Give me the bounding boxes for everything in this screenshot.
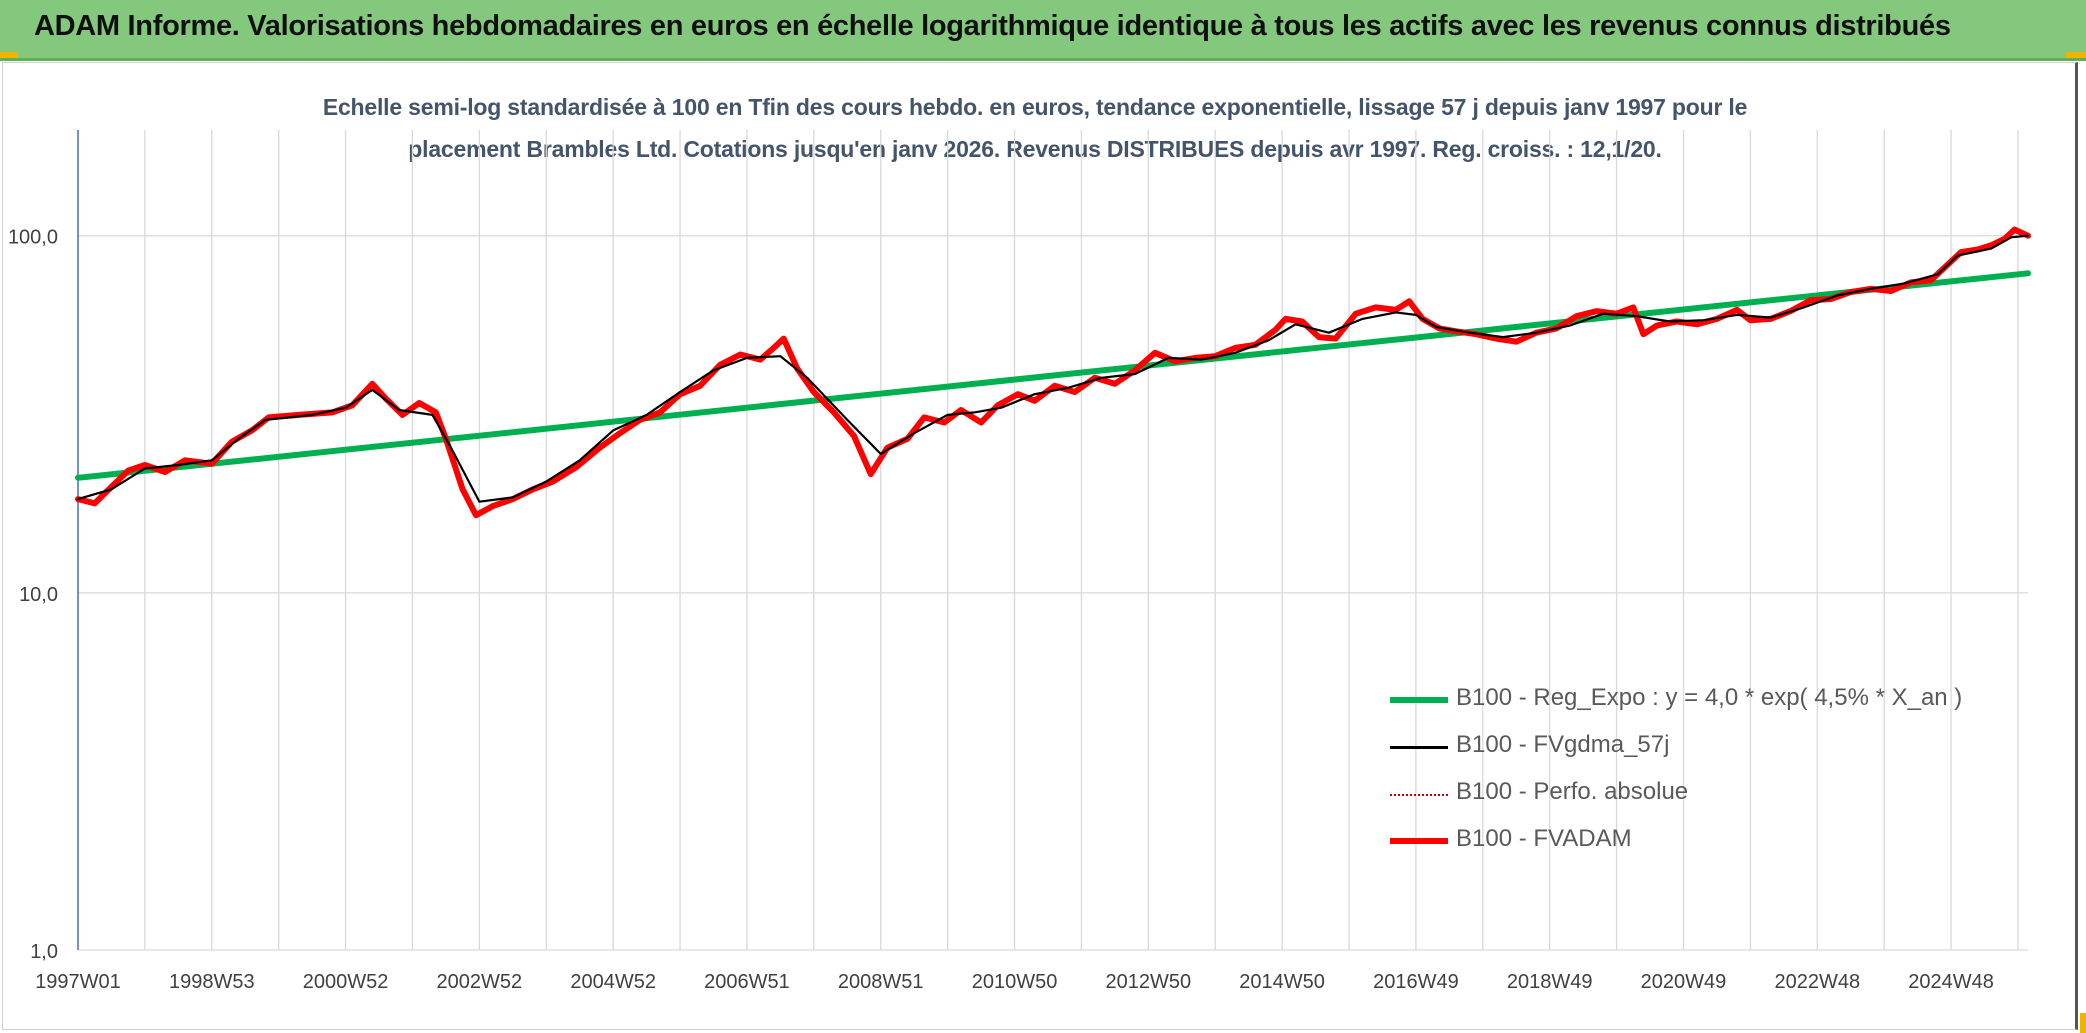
corner-mark-bottom-right — [2080, 1013, 2086, 1033]
x-tick-label: 2004W52 — [570, 971, 656, 993]
x-tick-label: 2012W50 — [1106, 971, 1192, 993]
x-tick-label: 2018W49 — [1507, 971, 1593, 993]
series-fvadam-line — [75, 226, 2031, 519]
y-tick-label: 1,0 — [30, 941, 58, 963]
y-tick-label: 100,0 — [8, 227, 58, 249]
x-tick-label: 2002W52 — [437, 971, 523, 993]
legend-label-trend: B100 - Reg_Expo : y = 4,0 * exp( 4,5% * … — [1456, 684, 1963, 711]
legend-swatch-smoothed — [1390, 746, 1448, 749]
legend-swatch-absolute — [1390, 794, 1448, 796]
x-tick-label: 2000W52 — [303, 971, 389, 993]
x-tick-label: 2016W49 — [1373, 971, 1459, 993]
x-tick-label: 1998W53 — [169, 971, 255, 993]
banner-title: ADAM Informe. Valorisations hebdomadaire… — [34, 10, 1951, 42]
x-tick-label: 2008W51 — [838, 971, 924, 993]
x-tick-label: 2022W48 — [1774, 971, 1860, 993]
corner-mark-top-right — [2066, 52, 2086, 58]
corner-mark-top-left — [0, 52, 18, 58]
legend-label-smoothed: B100 - FVgdma_57j — [1456, 731, 1670, 758]
x-tick-label: 2020W49 — [1641, 971, 1727, 993]
chart-title: Echelle semi-log standardisée à 100 en T… — [160, 86, 1910, 170]
series-trend-line — [75, 270, 2031, 481]
series-absolute-line — [77, 228, 2029, 517]
legend-swatch-fvadam — [1390, 838, 1448, 844]
chart-title-line-1: Echelle semi-log standardisée à 100 en T… — [322, 94, 1748, 120]
x-tick-label: 2010W50 — [972, 971, 1058, 993]
title-banner: ADAM Informe. Valorisations hebdomadaire… — [0, 0, 2086, 61]
x-tick-label: 1997W01 — [35, 971, 121, 993]
x-tick-label: 2006W51 — [704, 971, 790, 993]
x-tick-label: 2014W50 — [1239, 971, 1325, 993]
legend-label-fvadam: B100 - FVADAM — [1456, 825, 1632, 852]
y-tick-label: 10,0 — [19, 584, 58, 606]
legend-swatch-trend — [1390, 697, 1448, 703]
legend-label-absolute: B100 - Perfo. absolue — [1456, 778, 1689, 805]
series-smoothed-line — [76, 234, 2030, 503]
chart-frame — [2, 62, 2078, 1030]
chart-title-line-2: placement Brambles Ltd. Cotations jusqu'… — [408, 136, 1662, 162]
x-tick-label: 2024W48 — [1908, 971, 1994, 993]
